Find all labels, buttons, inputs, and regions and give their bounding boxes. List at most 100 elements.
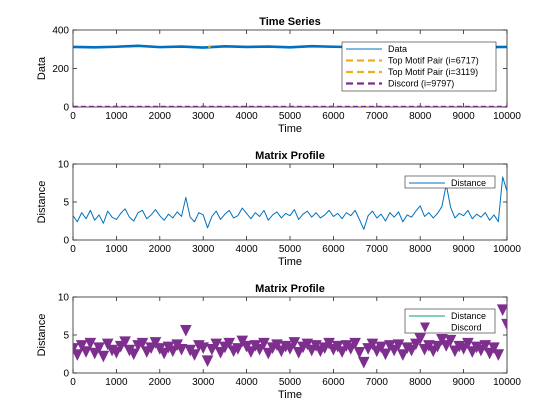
legend-entry: Distance [451, 311, 486, 321]
x-tick-label: 10000 [493, 377, 521, 388]
discord-marker [206, 343, 218, 356]
x-tick-label: 3000 [192, 377, 215, 388]
discord-marker [101, 338, 114, 351]
y-tick-label: 200 [52, 64, 69, 75]
discord-marker [323, 337, 335, 350]
discord-marker [366, 338, 379, 351]
x-tick-label: 6000 [322, 111, 345, 122]
discord-marker [180, 324, 192, 337]
y-tick-label: 0 [63, 236, 69, 247]
plot-area [72, 163, 508, 241]
y-tick-label: 0 [63, 369, 69, 380]
discord-marker [284, 343, 296, 355]
x-tick-label: 10000 [493, 111, 521, 122]
legend-box [404, 175, 496, 189]
y-axis-label: Distance [36, 181, 48, 224]
discord-marker [410, 338, 422, 351]
chart-title: Matrix Profile [255, 283, 325, 295]
x-tick-label: 8000 [409, 244, 432, 255]
discord-marker [97, 350, 110, 363]
series-line-1 [73, 176, 507, 230]
x-tick-label: 6000 [322, 244, 345, 255]
discord-marker [392, 339, 405, 351]
chart-title: Time Series [259, 16, 321, 28]
discord-marker [223, 337, 236, 350]
discord-marker [349, 337, 361, 350]
x-tick-label: 0 [70, 244, 76, 255]
x-tick-label: 0 [70, 377, 76, 388]
discord-marker [440, 340, 453, 352]
legend-entry: Top Motif Pair (i=3119) [388, 67, 478, 77]
discord-marker [175, 343, 188, 356]
legend-entry: Top Motif Pair (i=6717) [388, 56, 479, 66]
x-tick-label: 5000 [279, 111, 302, 122]
x-tick-label: 2000 [149, 244, 172, 255]
x-tick-label: 5000 [279, 377, 302, 388]
discord-marker [457, 343, 470, 355]
discord-marker [119, 336, 131, 348]
y-tick-label: 400 [52, 26, 69, 37]
discord-marker [75, 340, 88, 352]
discord-marker [288, 337, 301, 349]
x-tick-label: 8000 [409, 111, 432, 122]
x-tick-label: 4000 [235, 377, 258, 388]
discord-marker [344, 343, 357, 355]
legend-box [404, 308, 496, 334]
x-tick-label: 2000 [149, 111, 172, 122]
discord-marker [336, 346, 348, 358]
discord-marker [492, 349, 505, 361]
discord-marker [245, 346, 257, 358]
discord-marker [93, 342, 105, 355]
discord-marker [201, 355, 214, 367]
discord-marker [375, 341, 387, 354]
discord-marker [405, 344, 418, 357]
x-tick-label: 2000 [149, 377, 172, 388]
discord-marker [357, 356, 370, 369]
y-tick-label: 10 [58, 293, 70, 304]
y-axis-label: Distance [36, 314, 48, 357]
chart-panel-3: Matrix Profile 0 1000 2000 3000 4000 5000 6000 7… [36, 283, 521, 401]
x-tick-label: 1000 [105, 111, 128, 122]
y-axis-label: Data [36, 56, 48, 80]
discord-marker [444, 334, 457, 347]
discord-marker [462, 337, 474, 350]
discord-marker [292, 346, 305, 359]
discord-marker [158, 347, 170, 360]
x-tick-label: 5000 [279, 244, 302, 255]
chart-panel-2: Matrix Profile 0 1000 2000 3000 4000 5000 6000 7… [36, 150, 521, 268]
x-tick-label: 4000 [235, 244, 258, 255]
discord-marker [80, 346, 92, 358]
discord-marker [232, 343, 244, 355]
x-tick-label: 0 [70, 111, 76, 122]
legend-box [341, 41, 497, 92]
legend: Distance Discord [404, 308, 496, 334]
discord-marker [488, 342, 500, 355]
discord-marker [397, 349, 409, 361]
x-axis-label: Time [278, 256, 302, 268]
discord-marker [436, 334, 448, 346]
series-line-3 [207, 45, 211, 49]
discord-marker [197, 342, 210, 355]
x-axis-label: Time [278, 123, 302, 135]
x-tick-label: 7000 [366, 111, 389, 122]
discord-marker [88, 347, 101, 360]
discord-marker [258, 337, 270, 350]
discord-marker [496, 304, 507, 317]
x-tick-label: 1000 [105, 377, 128, 388]
discord-marker [253, 343, 266, 356]
discord-marker [262, 347, 275, 360]
legend: Data Top Motif Pair (i=6717)Top Motif Pai… [341, 41, 497, 92]
x-tick-label: 9000 [452, 111, 475, 122]
discord-marker [136, 337, 149, 350]
discord-marker [483, 347, 496, 360]
x-tick-label: 9000 [452, 377, 475, 388]
series-group [73, 176, 507, 230]
discord-marker [214, 346, 227, 359]
discord-marker [110, 346, 123, 359]
y-tick-label: 5 [63, 198, 69, 209]
x-tick-label: 4000 [235, 111, 258, 122]
x-tick-label: 9000 [452, 244, 475, 255]
x-axis-label: Time [278, 389, 302, 401]
x-tick-label: 7000 [366, 377, 389, 388]
discord-marker [149, 337, 162, 349]
